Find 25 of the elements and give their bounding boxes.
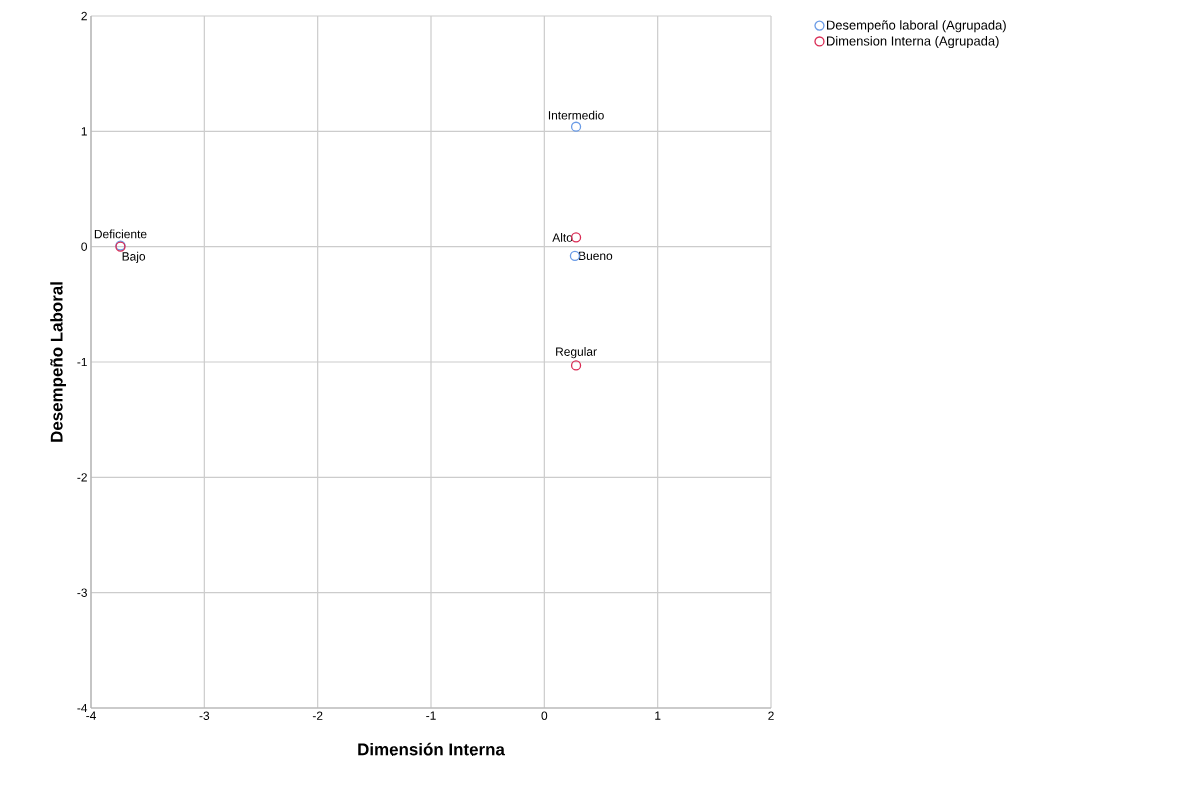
y-tick-label: 1 <box>81 127 87 136</box>
point <box>570 360 582 371</box>
y-tick-label: -3 <box>77 588 87 597</box>
y-axis-title: Desempeño Laboral <box>50 282 67 442</box>
annotation: Regular <box>556 347 597 359</box>
legend-label: Desempeño laboral (Agrupada) <box>827 20 1006 33</box>
annotation: Alto <box>552 233 573 242</box>
annotation: Bajo <box>122 251 146 264</box>
x-tick-label: -2 <box>312 711 323 720</box>
x-axis-title: Dimensión Interna <box>358 742 505 756</box>
legend-label: Dimension Interna (Agrupada) <box>827 36 999 49</box>
annotation: Bueno <box>579 251 613 261</box>
x-tick-label: 0 <box>541 711 548 720</box>
y-tick-label: -4 <box>77 703 88 713</box>
x-tick-label: -3 <box>199 711 210 720</box>
annotation: Deficiente <box>94 229 147 239</box>
annotation: Intermedio <box>548 110 604 120</box>
x-tick-label: 1 <box>655 711 661 720</box>
y-tick-label: 2 <box>81 11 87 21</box>
y-tick-label: -2 <box>77 473 87 482</box>
y-tick-label: -1 <box>77 357 87 367</box>
x-tick-label: -1 <box>426 711 436 720</box>
y-tick-label: 0 <box>81 242 88 251</box>
point <box>570 121 582 132</box>
x-tick-label: 2 <box>768 711 774 720</box>
